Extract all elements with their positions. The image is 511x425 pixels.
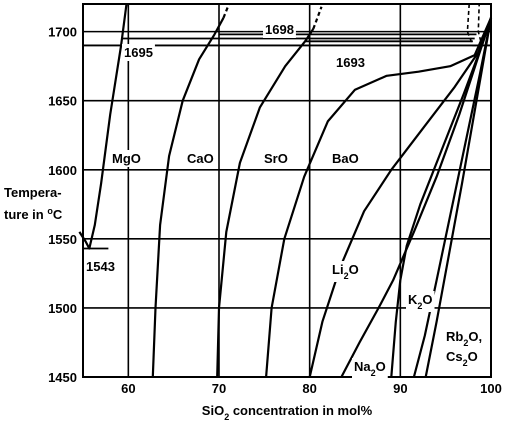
curve-dashed-SrO [312, 6, 323, 30]
y-tick-label: 1650 [48, 94, 77, 109]
series-label-Cs2O: Cs2O [446, 349, 478, 368]
curve-Rb2O [412, 17, 493, 378]
isotherm-label-1698: 1698 [265, 22, 294, 37]
y-tick-label: 1600 [48, 163, 77, 178]
series-label-MgO: MgO [112, 151, 141, 166]
x-tick-label: 80 [302, 381, 316, 396]
isotherm-label-bg [334, 54, 367, 71]
series-label-BaO: BaO [332, 151, 359, 166]
series-label-bg [352, 358, 388, 379]
curve-BaO [265, 17, 493, 378]
curve-dashed-CaO [222, 3, 231, 19]
curve-MgO [78, 3, 128, 250]
series-label-K2O: K2O [408, 292, 433, 311]
y-axis-title-line1: Tempera- [4, 185, 62, 200]
series-layer [78, 3, 493, 378]
x-tick-label: 60 [121, 381, 135, 396]
y-tick-label: 1450 [48, 370, 77, 385]
plot-frame [82, 3, 492, 378]
series-label-CaO: CaO [187, 151, 214, 166]
series-label-Rb2O: Rb2O, [446, 329, 482, 348]
isotherm-label-bg [122, 44, 155, 61]
series-label-bg [262, 150, 290, 167]
series-label-bg [444, 328, 485, 349]
y-tick-label: 1550 [48, 232, 77, 247]
label-layer: MgO CaO SrO BaO Li2O Na2O K2O Rb2O,Cs2O 1698 1695… [84, 21, 485, 379]
isotherm-label-1693: 1693 [336, 55, 365, 70]
series-label-bg [330, 150, 361, 167]
axis-layer: 60 70 80 90 100 1450 1500 1550 1600 1650 1700 SiO2 … [4, 3, 502, 422]
series-label-Na2O: Na2O [354, 359, 386, 378]
isotherm-label-1543: 1543 [86, 259, 115, 274]
series-label-bg [406, 291, 435, 312]
y-tick-label: 1500 [48, 301, 77, 316]
series-label-SrO: SrO [264, 151, 288, 166]
curve-SrO [216, 28, 315, 378]
curve-Li2O [308, 17, 493, 378]
isotherm-label-bg [84, 258, 117, 275]
series-label-bg [444, 348, 480, 369]
curve-Na2O [340, 17, 493, 378]
y-axis-title-line2: ture in oC [4, 206, 63, 222]
series-label-Li2O: Li2O [332, 262, 359, 281]
y-tick-label: 1700 [48, 25, 77, 40]
x-axis-title: SiO2 concentration in mol% [202, 403, 373, 420]
x-tick-label: 100 [480, 381, 502, 396]
x-tick-label: 90 [393, 381, 407, 396]
curve-Cs2O [424, 17, 493, 378]
curve-CaO [151, 17, 225, 378]
isotherm-label-bg [263, 21, 296, 38]
x-tick-label: 70 [212, 381, 226, 396]
curve-K2O [390, 17, 493, 378]
steep-dashed-curve [466, 3, 483, 47]
series-label-bg [330, 261, 361, 282]
series-label-bg [185, 150, 216, 167]
isotherm-label-1695: 1695 [124, 45, 153, 60]
series-label-bg [110, 150, 143, 167]
